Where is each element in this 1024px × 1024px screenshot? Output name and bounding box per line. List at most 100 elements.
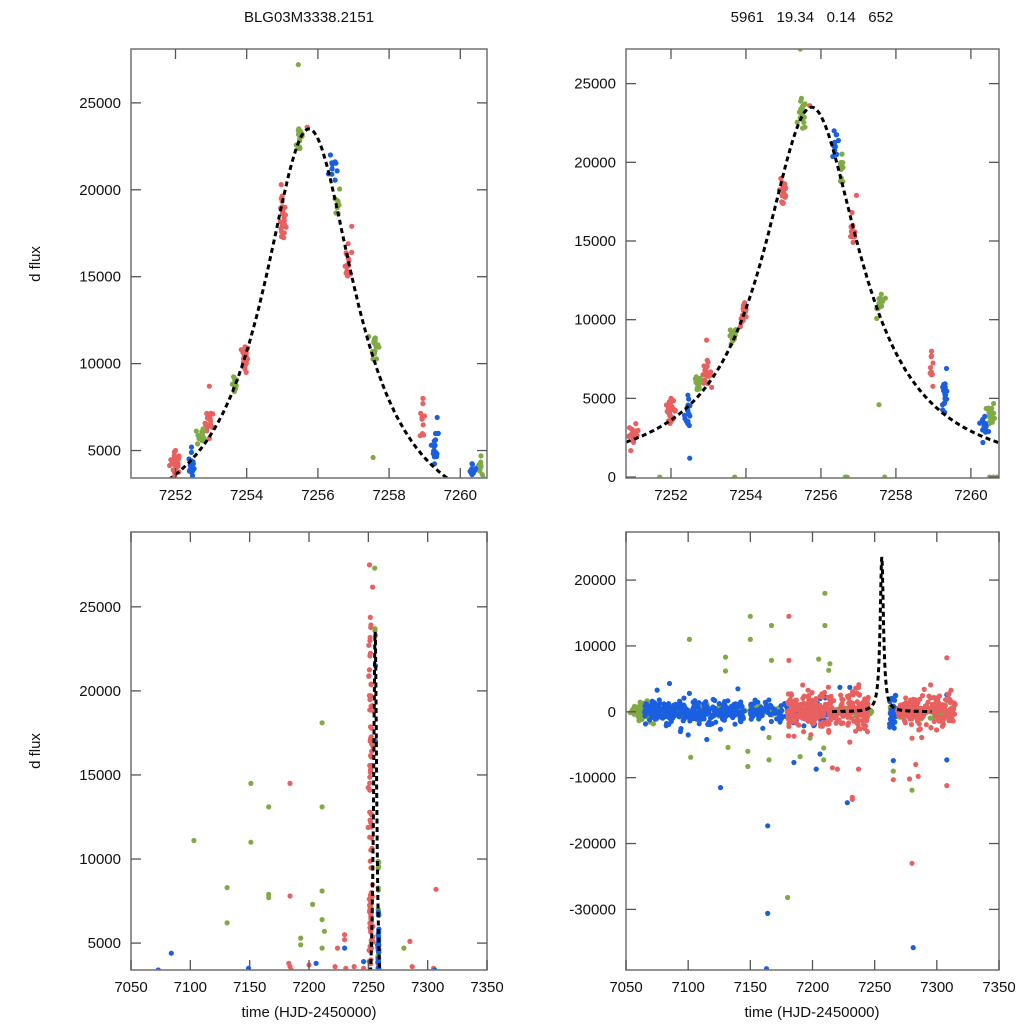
data-point-red: [367, 767, 374, 773]
data-point-blue: [941, 400, 948, 406]
data-point-blue: [434, 414, 440, 421]
data-point-green: [319, 888, 325, 894]
data-point-green: [224, 920, 230, 926]
data-point-blue: [188, 444, 195, 450]
data-point-blue: [473, 466, 479, 472]
data-point-blue: [361, 959, 367, 965]
data-point-red: [856, 682, 862, 688]
y-tick-label: -30000: [569, 901, 616, 918]
data-point-green: [878, 296, 884, 302]
xlabel-bottom-right: time (HJD-2450000): [744, 1004, 879, 1021]
plot-frame: [130, 531, 488, 971]
data-point-blue: [980, 439, 986, 446]
plot-area: [155, 562, 439, 976]
data-point-blue: [687, 413, 693, 419]
data-point-red: [939, 723, 946, 729]
data-point-green: [826, 667, 832, 673]
ylabel-bottom-left: d flux: [27, 733, 44, 769]
data-point-blue: [719, 716, 726, 722]
data-point-red: [800, 682, 806, 688]
y-tick-label: 25000: [79, 599, 121, 616]
data-point-red: [418, 410, 424, 416]
data-point-blue: [847, 684, 853, 691]
y-tick-label: 0: [608, 704, 616, 721]
data-point-red: [858, 703, 864, 709]
data-point-green: [636, 709, 642, 715]
data-point-blue: [653, 709, 659, 716]
data-point-red: [926, 693, 932, 699]
y-tick-label: 5000: [88, 935, 121, 952]
data-point-red: [367, 614, 373, 621]
x-tick-label: 7150: [233, 979, 266, 996]
y-tick-label: 10000: [79, 851, 121, 868]
data-point-red: [930, 383, 936, 389]
data-point-blue: [750, 710, 757, 716]
data-point-blue: [666, 680, 673, 687]
data-point-green: [635, 713, 641, 720]
data-point-red: [819, 691, 825, 697]
data-point-green: [991, 400, 997, 407]
data-point-red: [709, 384, 715, 390]
data-point-blue: [691, 704, 697, 710]
data-point-blue: [469, 461, 475, 467]
data-point-red: [349, 249, 355, 255]
data-point-green: [747, 613, 753, 619]
data-point-red: [839, 696, 845, 702]
data-point-green: [768, 657, 775, 664]
data-point-green: [728, 331, 735, 337]
data-point-red: [908, 721, 915, 728]
data-point-green: [694, 379, 701, 385]
y-tick-label: -10000: [569, 770, 616, 787]
data-point-red: [368, 937, 375, 943]
data-point-red: [279, 229, 285, 235]
data-point-red: [409, 964, 415, 970]
data-point-blue: [777, 719, 783, 725]
plot-area: [627, 556, 958, 970]
data-point-blue: [774, 716, 780, 722]
data-point-blue: [696, 721, 702, 727]
data-point-blue: [759, 713, 765, 719]
data-point-red: [785, 733, 792, 739]
y-tick-label: 20000: [574, 572, 616, 589]
data-point-red: [708, 369, 714, 375]
data-point-blue: [713, 707, 719, 713]
data-point-red: [909, 860, 915, 866]
data-point-red: [367, 653, 373, 659]
data-point-red: [853, 192, 860, 198]
data-point-blue: [732, 721, 738, 727]
data-point-green: [827, 661, 833, 667]
data-point-red: [850, 239, 856, 245]
data-point-blue: [642, 721, 649, 727]
data-point-red: [633, 421, 639, 427]
data-point-green: [376, 344, 382, 350]
data-point-green: [842, 474, 848, 478]
data-point-blue: [776, 709, 782, 715]
data-point-green: [478, 453, 484, 459]
data-point-red: [706, 373, 712, 379]
data-point-green: [248, 839, 254, 845]
data-point-blue: [686, 690, 693, 697]
data-point-red: [847, 739, 853, 745]
data-point-red: [834, 766, 841, 772]
data-point-blue: [682, 416, 688, 422]
y-tick-label: 10000: [574, 312, 616, 329]
data-point-green: [785, 894, 791, 901]
data-point-red: [278, 182, 284, 188]
data-point-green: [909, 787, 915, 793]
data-point-red: [433, 886, 439, 892]
data-point-blue: [756, 716, 762, 722]
data-point-green: [821, 757, 827, 763]
data-point-red: [928, 348, 935, 354]
data-point-red: [366, 667, 373, 673]
data-point-green: [195, 432, 201, 438]
data-point-blue: [767, 712, 773, 718]
data-point-blue: [692, 698, 698, 704]
data-point-red: [368, 622, 374, 628]
data-point-green: [727, 327, 733, 333]
data-point-blue: [765, 823, 771, 829]
data-point-blue: [887, 721, 894, 727]
data-point-blue: [376, 971, 381, 976]
data-point-green: [231, 374, 237, 380]
data-point-green: [229, 381, 235, 387]
data-point-green: [798, 98, 804, 104]
